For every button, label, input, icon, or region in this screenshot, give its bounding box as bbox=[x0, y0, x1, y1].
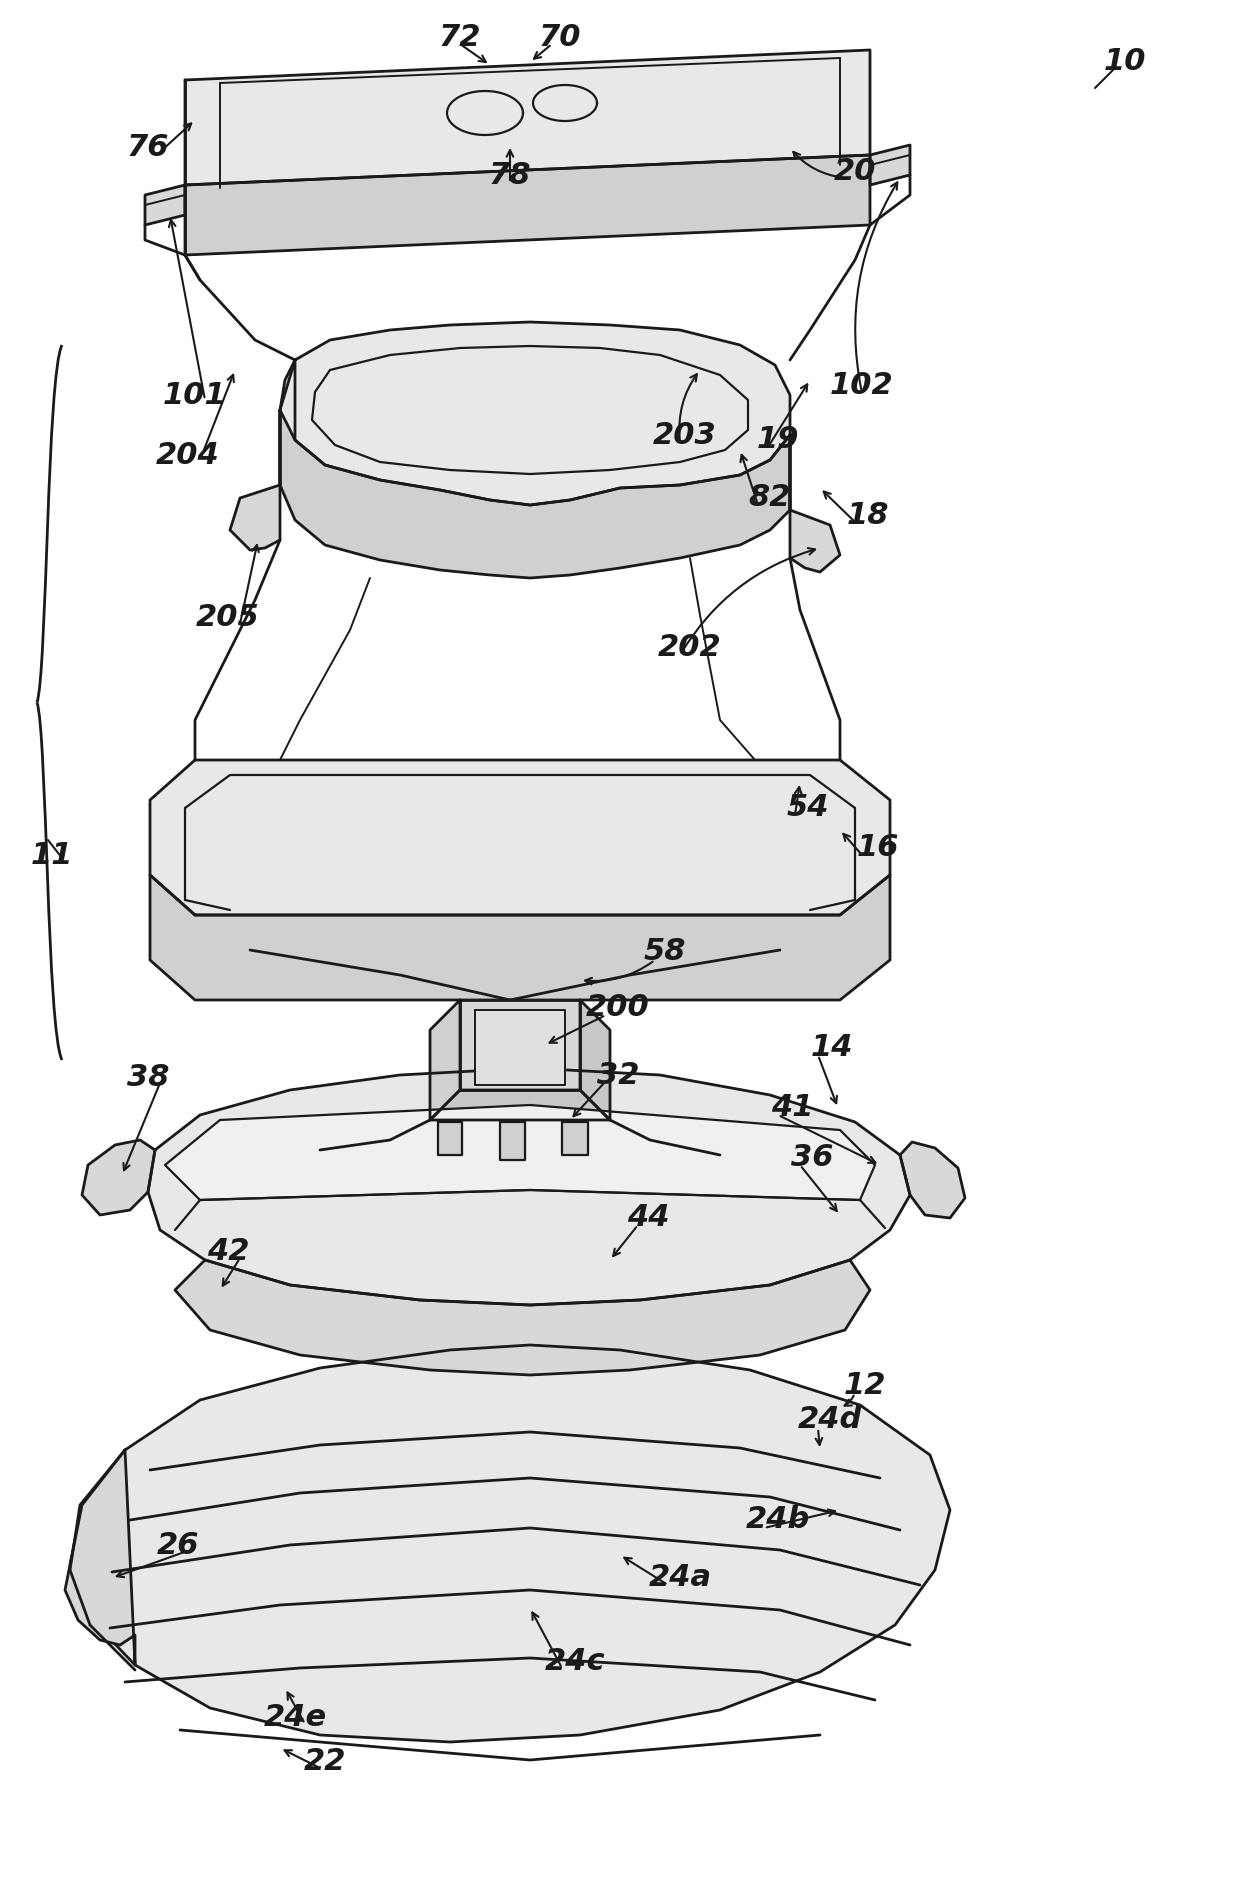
Polygon shape bbox=[64, 1449, 135, 1666]
Text: 41: 41 bbox=[771, 1093, 813, 1123]
Text: 19: 19 bbox=[756, 425, 800, 455]
Polygon shape bbox=[150, 761, 890, 914]
Polygon shape bbox=[460, 1000, 580, 1091]
Polygon shape bbox=[580, 1000, 610, 1119]
Polygon shape bbox=[438, 1121, 463, 1155]
Text: 18: 18 bbox=[847, 501, 889, 529]
Text: 202: 202 bbox=[658, 634, 722, 662]
Text: 24d: 24d bbox=[797, 1406, 862, 1434]
Text: 12: 12 bbox=[843, 1370, 887, 1400]
Polygon shape bbox=[69, 1345, 950, 1741]
Text: 205: 205 bbox=[196, 603, 260, 632]
Polygon shape bbox=[185, 49, 870, 186]
Polygon shape bbox=[185, 156, 870, 254]
Polygon shape bbox=[475, 1009, 565, 1085]
Text: 26: 26 bbox=[156, 1531, 200, 1559]
Text: 24b: 24b bbox=[745, 1506, 810, 1535]
Polygon shape bbox=[229, 410, 280, 550]
Text: 70: 70 bbox=[538, 23, 582, 53]
Polygon shape bbox=[790, 434, 839, 573]
Text: 24a: 24a bbox=[649, 1563, 712, 1592]
Text: 101: 101 bbox=[164, 381, 227, 410]
Text: 22: 22 bbox=[304, 1747, 346, 1776]
Text: 42: 42 bbox=[207, 1237, 249, 1267]
Text: 72: 72 bbox=[439, 23, 481, 53]
Text: 54: 54 bbox=[786, 793, 830, 823]
Text: 16: 16 bbox=[857, 833, 899, 863]
Polygon shape bbox=[148, 1068, 910, 1305]
Polygon shape bbox=[280, 360, 790, 579]
Polygon shape bbox=[145, 186, 185, 226]
Polygon shape bbox=[562, 1121, 588, 1155]
Text: 76: 76 bbox=[126, 133, 169, 163]
Text: 44: 44 bbox=[626, 1203, 670, 1233]
Polygon shape bbox=[82, 1140, 155, 1214]
Text: 203: 203 bbox=[653, 421, 717, 450]
Text: 82: 82 bbox=[749, 484, 791, 512]
Text: 24c: 24c bbox=[544, 1647, 605, 1677]
Polygon shape bbox=[175, 1260, 870, 1375]
Text: 11: 11 bbox=[31, 840, 73, 869]
Text: 32: 32 bbox=[596, 1060, 640, 1089]
Text: 204: 204 bbox=[156, 440, 219, 469]
Text: 58: 58 bbox=[644, 937, 686, 966]
Text: 24e: 24e bbox=[263, 1704, 326, 1732]
Polygon shape bbox=[150, 875, 890, 1000]
Polygon shape bbox=[280, 322, 790, 505]
Text: 38: 38 bbox=[126, 1064, 169, 1093]
Polygon shape bbox=[870, 144, 910, 186]
Text: 36: 36 bbox=[791, 1144, 833, 1172]
Polygon shape bbox=[430, 1000, 460, 1119]
Text: 200: 200 bbox=[587, 994, 650, 1022]
Polygon shape bbox=[900, 1142, 965, 1218]
Text: 78: 78 bbox=[489, 161, 531, 190]
Text: 20: 20 bbox=[833, 157, 877, 186]
Polygon shape bbox=[165, 1104, 875, 1201]
Text: 14: 14 bbox=[811, 1034, 853, 1062]
Text: 10: 10 bbox=[1104, 47, 1146, 76]
Text: 102: 102 bbox=[830, 370, 894, 400]
Polygon shape bbox=[500, 1121, 525, 1159]
Polygon shape bbox=[430, 1091, 610, 1119]
